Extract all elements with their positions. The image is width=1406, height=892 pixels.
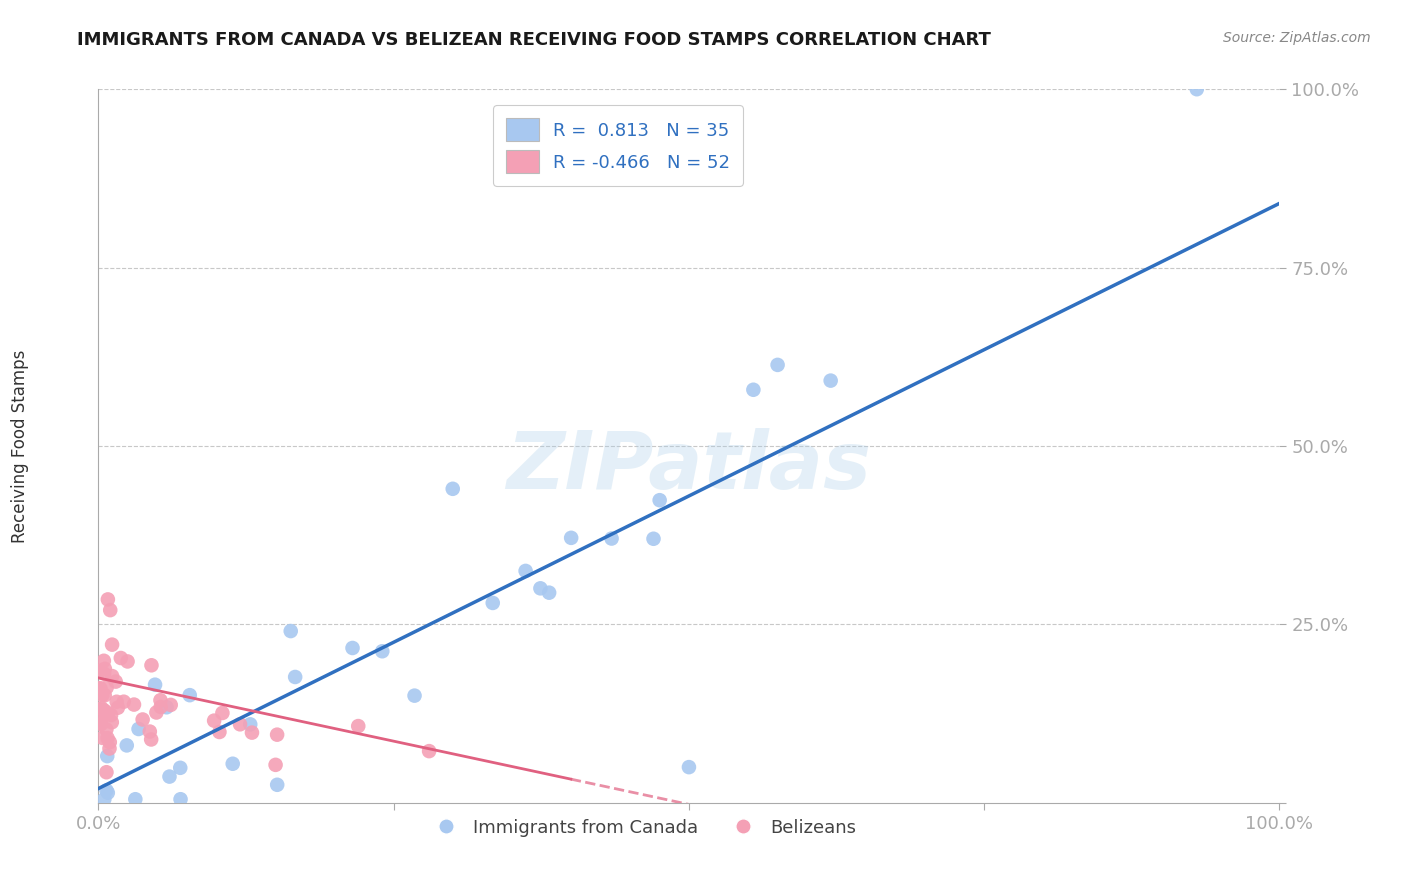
- Point: [347, 719, 370, 733]
- Point: [222, 756, 245, 771]
- Point: [211, 706, 233, 720]
- Point: [149, 693, 172, 707]
- Point: [648, 493, 671, 508]
- Point: [441, 482, 464, 496]
- Point: [264, 757, 287, 772]
- Point: [89, 681, 111, 696]
- Point: [94, 662, 117, 676]
- Point: [139, 724, 162, 739]
- Point: [643, 532, 665, 546]
- Point: [96, 723, 118, 737]
- Point: [678, 760, 700, 774]
- Point: [128, 722, 150, 736]
- Point: [97, 592, 120, 607]
- Point: [110, 651, 132, 665]
- Point: [100, 708, 122, 723]
- Point: [342, 640, 364, 655]
- Point: [89, 715, 111, 730]
- Point: [90, 701, 112, 715]
- Point: [93, 792, 115, 806]
- Point: [107, 700, 129, 714]
- Y-axis label: Receiving Food Stamps: Receiving Food Stamps: [11, 350, 30, 542]
- Point: [404, 689, 426, 703]
- Point: [124, 792, 146, 806]
- Point: [515, 564, 537, 578]
- Point: [179, 688, 201, 702]
- Point: [208, 725, 231, 739]
- Point: [91, 688, 114, 702]
- Legend: Immigrants from Canada, Belizeans: Immigrants from Canada, Belizeans: [420, 812, 863, 844]
- Point: [90, 717, 112, 731]
- Point: [96, 681, 118, 695]
- Text: IMMIGRANTS FROM CANADA VS BELIZEAN RECEIVING FOOD STAMPS CORRELATION CHART: IMMIGRANTS FROM CANADA VS BELIZEAN RECEI…: [77, 31, 991, 49]
- Point: [169, 761, 191, 775]
- Point: [96, 783, 118, 797]
- Point: [97, 731, 120, 746]
- Point: [122, 698, 145, 712]
- Point: [766, 358, 789, 372]
- Point: [239, 717, 262, 731]
- Text: Source: ZipAtlas.com: Source: ZipAtlas.com: [1223, 31, 1371, 45]
- Point: [96, 765, 118, 780]
- Point: [141, 732, 163, 747]
- Point: [481, 596, 503, 610]
- Point: [97, 706, 120, 721]
- Point: [149, 700, 172, 714]
- Point: [96, 749, 118, 764]
- Point: [141, 658, 163, 673]
- Point: [159, 698, 181, 712]
- Point: [105, 695, 128, 709]
- Point: [98, 603, 121, 617]
- Point: [93, 703, 115, 717]
- Point: [284, 670, 307, 684]
- Point: [91, 731, 114, 745]
- Point: [115, 739, 138, 753]
- Point: [94, 704, 117, 718]
- Point: [418, 744, 440, 758]
- Point: [742, 383, 765, 397]
- Point: [266, 728, 288, 742]
- Point: [820, 374, 842, 388]
- Point: [155, 700, 177, 714]
- Point: [101, 715, 124, 730]
- Point: [169, 792, 191, 806]
- Point: [229, 717, 252, 731]
- Point: [1185, 82, 1208, 96]
- Point: [131, 713, 153, 727]
- Point: [202, 714, 225, 728]
- Text: ZIPatlas: ZIPatlas: [506, 428, 872, 507]
- Point: [280, 624, 302, 638]
- Point: [93, 688, 115, 702]
- Point: [98, 735, 121, 749]
- Point: [89, 664, 111, 678]
- Point: [600, 532, 623, 546]
- Point: [93, 654, 115, 668]
- Point: [560, 531, 582, 545]
- Point: [143, 678, 166, 692]
- Point: [117, 655, 139, 669]
- Point: [145, 706, 167, 720]
- Point: [101, 669, 124, 683]
- Point: [529, 582, 551, 596]
- Point: [93, 666, 115, 681]
- Point: [104, 674, 127, 689]
- Point: [240, 725, 263, 739]
- Point: [89, 681, 111, 695]
- Point: [98, 741, 121, 756]
- Point: [89, 702, 111, 716]
- Point: [538, 585, 561, 599]
- Point: [371, 644, 394, 658]
- Point: [97, 786, 120, 800]
- Point: [266, 778, 288, 792]
- Point: [112, 695, 135, 709]
- Point: [159, 770, 181, 784]
- Point: [101, 638, 124, 652]
